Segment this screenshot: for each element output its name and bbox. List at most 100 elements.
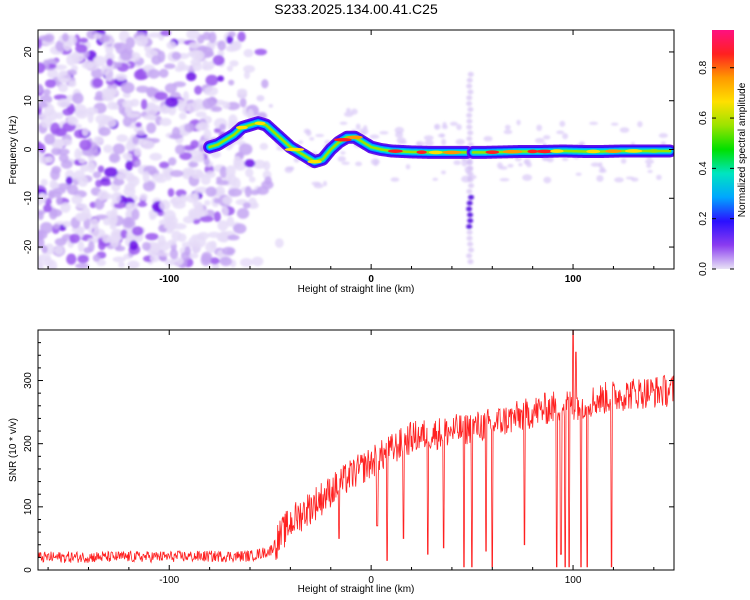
- noise-blob: [120, 229, 128, 239]
- noise-blob: [256, 95, 265, 102]
- noise-blob: [87, 161, 96, 173]
- noise-blob: [75, 44, 88, 54]
- noise-blob: [590, 162, 601, 167]
- noise-blob: [147, 68, 160, 79]
- noise-blob: [226, 65, 234, 72]
- noise-blob: [55, 40, 66, 52]
- noise-blob: [196, 153, 205, 163]
- gap-blob: [466, 200, 473, 206]
- noise-blob: [38, 83, 43, 94]
- noise-blob: [355, 123, 361, 130]
- noise-blob: [43, 258, 54, 267]
- noise-blob: [145, 232, 159, 241]
- gap-blob: [467, 107, 474, 113]
- colorbar-tick-label: 0.6: [698, 111, 709, 125]
- noise-blob: [164, 215, 178, 226]
- noise-blob: [127, 175, 137, 182]
- noise-blob: [215, 179, 229, 186]
- noise-blob: [453, 160, 461, 166]
- ridge-hotspot: [442, 150, 462, 155]
- noise-blob: [56, 98, 71, 108]
- noise-blob: [49, 122, 61, 135]
- noise-blob: [112, 143, 126, 155]
- noise-blob: [499, 178, 510, 182]
- gap-blob: [467, 241, 474, 247]
- noise-blob: [647, 169, 653, 174]
- noise-blob: [96, 259, 107, 267]
- noise-blob: [92, 228, 106, 239]
- noise-blob: [92, 77, 104, 88]
- noise-blob: [178, 112, 187, 120]
- noise-blob: [167, 239, 177, 246]
- noise-blob: [424, 139, 434, 147]
- noise-blob: [77, 240, 85, 253]
- y-tick-label: 0: [23, 146, 34, 152]
- noise-blob: [201, 209, 209, 216]
- noise-blob: [53, 94, 67, 101]
- noise-blob: [614, 177, 624, 183]
- gap-stripe: [466, 71, 475, 265]
- noise-blob: [132, 135, 139, 145]
- noise-blob: [92, 149, 99, 157]
- noise-blob: [503, 129, 513, 135]
- noise-blob: [239, 97, 247, 108]
- noise-blob: [204, 86, 219, 96]
- ridge-hotspot: [535, 149, 554, 154]
- noise-blob: [222, 206, 229, 217]
- noise-blob: [72, 92, 84, 105]
- noise-blob: [213, 128, 222, 134]
- ridge-hotspot: [347, 135, 363, 140]
- noise-blob: [149, 152, 163, 161]
- gap-blob: [466, 101, 473, 107]
- noise-blob: [182, 90, 189, 103]
- noise-blob: [127, 260, 140, 269]
- noise-blob: [209, 257, 220, 265]
- noise-blob: [441, 170, 447, 175]
- noise-blob: [455, 138, 465, 145]
- y-tick-label: 300: [23, 372, 34, 389]
- noise-blob: [177, 233, 187, 243]
- noise-blob: [40, 117, 53, 128]
- noise-blob: [140, 98, 148, 110]
- noise-blob: [247, 108, 254, 121]
- noise-blob: [200, 254, 212, 266]
- noise-blob: [66, 106, 76, 113]
- noise-blob: [251, 202, 259, 209]
- noise-blob: [41, 245, 48, 254]
- noise-blob: [440, 133, 445, 138]
- noise-blob: [54, 245, 64, 256]
- noise-blob: [238, 143, 253, 156]
- noise-blob: [499, 166, 508, 170]
- gap-blob: [466, 253, 473, 259]
- noise-blob: [139, 193, 148, 201]
- noise-blob: [461, 159, 468, 167]
- noise-blob: [361, 130, 366, 136]
- snr-line: [38, 330, 674, 568]
- noise-blob: [104, 167, 118, 178]
- noise-blob: [102, 35, 111, 42]
- noise-blob: [644, 159, 655, 165]
- noise-blob: [205, 74, 219, 86]
- noise-blob: [179, 152, 193, 160]
- noise-blob: [355, 161, 363, 167]
- noise-blob: [85, 107, 99, 115]
- noise-blob: [350, 108, 358, 115]
- noise-blob: [225, 165, 236, 178]
- noise-blob: [237, 31, 246, 42]
- noise-blob: [113, 42, 122, 50]
- noise-blob: [58, 83, 69, 93]
- noise-blob: [75, 109, 88, 119]
- noise-blob: [155, 177, 167, 183]
- noise-blob: [221, 246, 236, 256]
- noise-blob: [254, 48, 267, 56]
- noise-blob: [306, 129, 312, 137]
- noise-blob: [62, 33, 69, 42]
- noise-blob: [38, 102, 48, 109]
- y-tick-label: 20: [23, 46, 34, 58]
- noise-blob: [111, 207, 118, 219]
- spectrogram-x-axis-label: Height of straight line (km): [298, 284, 415, 295]
- gap-blob: [467, 89, 474, 95]
- ridge-hotspot: [254, 121, 266, 126]
- noise-blob: [106, 58, 113, 67]
